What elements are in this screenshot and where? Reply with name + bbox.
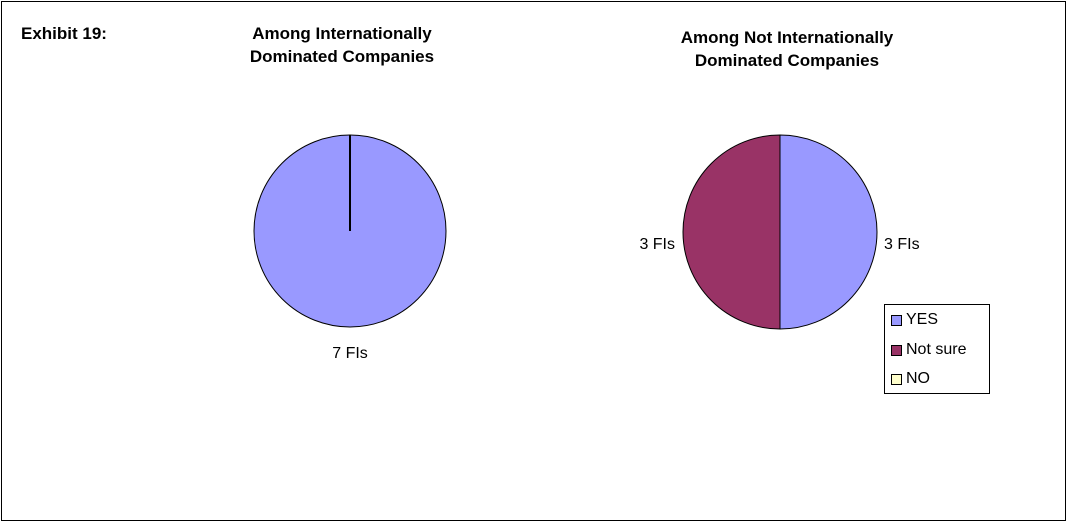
legend-item-no: NO <box>891 370 930 388</box>
chart-1-title-line-1: Among Internationally <box>252 24 432 43</box>
exhibit-label: Exhibit 19: <box>21 24 107 43</box>
legend-label-not-sure: Not sure <box>906 341 967 358</box>
legend-swatch-not-sure <box>891 344 902 356</box>
legend-swatch-yes <box>891 314 902 326</box>
legend: YES Not sure NO <box>884 304 990 394</box>
pie-2-slice-label-not-sure: 3 FIs <box>639 236 675 253</box>
pie-1-slice-label-yes: 7 FIs <box>332 345 368 362</box>
pie-chart-2 <box>682 134 878 330</box>
chart-2-title: Among Not Internationally Dominated Comp… <box>622 26 952 72</box>
legend-item-not-sure: Not sure <box>891 341 966 359</box>
pie-chart-1 <box>253 134 447 328</box>
pie-2-slice-not-sure <box>682 134 781 330</box>
pie-2-slice-label-yes: 3 FIs <box>884 236 920 253</box>
legend-swatch-no <box>891 373 902 385</box>
legend-item-yes: YES <box>891 311 938 329</box>
chart-1-title: Among Internationally Dominated Companie… <box>197 22 487 68</box>
legend-label-yes: YES <box>906 311 939 328</box>
chart-2-title-line-2: Dominated Companies <box>694 51 880 70</box>
chart-1-title-line-2: Dominated Companies <box>249 47 435 66</box>
legend-label-no: NO <box>906 370 930 387</box>
chart-2-title-line-1: Among Not Internationally <box>680 28 894 47</box>
pie-2-slice-yes <box>779 134 878 330</box>
